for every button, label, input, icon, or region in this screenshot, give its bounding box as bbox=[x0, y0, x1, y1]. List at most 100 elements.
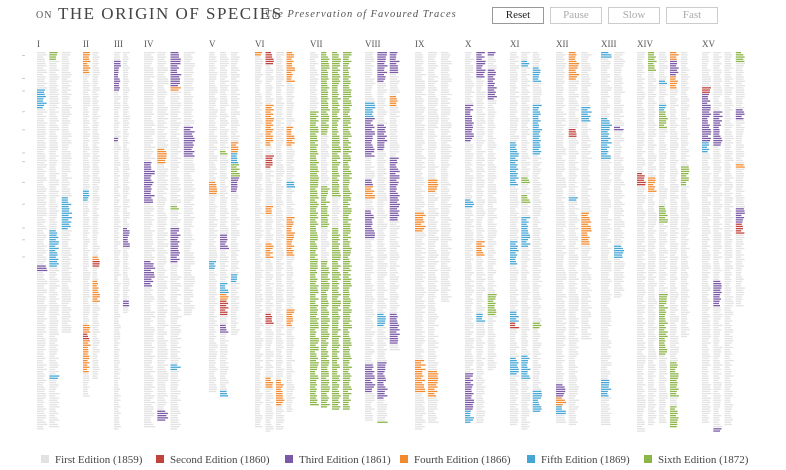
text-line bbox=[343, 146, 352, 148]
text-line bbox=[49, 190, 60, 192]
text-line bbox=[61, 162, 71, 164]
text-line bbox=[415, 203, 426, 206]
text-line bbox=[255, 419, 261, 421]
text-line bbox=[255, 368, 262, 371]
text-line bbox=[37, 399, 44, 401]
button[interactable]: Pause bbox=[550, 7, 602, 24]
text-line bbox=[49, 129, 60, 131]
text-line bbox=[321, 329, 328, 331]
text-line bbox=[114, 406, 121, 408]
text-line bbox=[441, 65, 449, 67]
text-line bbox=[61, 280, 72, 283]
text-line bbox=[220, 199, 227, 201]
text-line bbox=[332, 151, 341, 153]
text-line bbox=[310, 393, 316, 395]
text-line bbox=[183, 272, 191, 274]
text-line bbox=[114, 267, 119, 269]
text-line bbox=[114, 221, 121, 223]
text-line bbox=[510, 118, 519, 120]
text-line bbox=[487, 342, 495, 344]
text-line bbox=[209, 78, 217, 80]
text-line bbox=[476, 388, 484, 390]
text-line bbox=[209, 357, 217, 360]
text-line bbox=[114, 115, 120, 118]
text-line bbox=[183, 168, 195, 170]
text-line bbox=[343, 368, 350, 371]
text-line bbox=[170, 340, 178, 342]
text-line bbox=[114, 368, 121, 371]
text-line bbox=[441, 188, 450, 190]
text-line bbox=[114, 155, 119, 157]
text-line bbox=[255, 375, 260, 377]
text-line bbox=[377, 357, 386, 360]
text-line bbox=[255, 131, 260, 133]
text-line bbox=[487, 153, 496, 155]
text-line bbox=[389, 243, 399, 245]
text-line bbox=[415, 320, 425, 322]
text-line bbox=[114, 153, 119, 155]
text-line bbox=[428, 56, 436, 58]
text-line bbox=[37, 91, 44, 93]
text-line bbox=[114, 278, 118, 280]
text-line bbox=[265, 78, 274, 80]
text-line bbox=[144, 401, 156, 404]
text-line bbox=[321, 186, 328, 188]
text-line bbox=[144, 177, 151, 179]
text-line bbox=[231, 217, 240, 219]
text-line bbox=[365, 140, 372, 142]
text-line bbox=[441, 263, 448, 265]
text-line bbox=[231, 177, 240, 179]
text-line bbox=[37, 371, 44, 373]
text-line bbox=[92, 322, 100, 324]
text-line bbox=[92, 126, 99, 129]
text-line bbox=[220, 115, 229, 118]
text-line bbox=[465, 111, 471, 113]
text-line bbox=[183, 276, 195, 278]
button[interactable]: Slow bbox=[608, 7, 660, 24]
text-line bbox=[276, 164, 283, 166]
text-line bbox=[510, 228, 518, 230]
text-line bbox=[37, 285, 45, 287]
text-line bbox=[61, 54, 71, 56]
text-line bbox=[365, 300, 374, 302]
text-line bbox=[428, 329, 435, 331]
text-line bbox=[415, 278, 423, 280]
text-line bbox=[114, 401, 119, 404]
text-line bbox=[510, 56, 519, 58]
text-line bbox=[49, 318, 58, 320]
text-line bbox=[389, 148, 398, 151]
text-line bbox=[92, 214, 100, 217]
text-line bbox=[231, 219, 240, 221]
text-line bbox=[415, 113, 423, 115]
button[interactable]: Reset bbox=[492, 7, 544, 24]
text-line bbox=[343, 404, 349, 406]
text-line bbox=[209, 278, 216, 280]
text-line bbox=[321, 269, 329, 272]
text-line bbox=[428, 188, 437, 190]
text-line bbox=[123, 80, 130, 82]
text-line bbox=[415, 102, 423, 104]
text-line bbox=[209, 289, 216, 291]
text-line bbox=[209, 162, 215, 164]
text-line bbox=[92, 184, 98, 186]
text-line bbox=[286, 401, 293, 404]
text-line bbox=[365, 60, 375, 63]
text-line bbox=[465, 201, 474, 203]
text-line bbox=[487, 137, 496, 140]
text-line bbox=[144, 140, 154, 142]
text-line bbox=[415, 250, 422, 252]
text-line bbox=[209, 107, 215, 109]
text-line bbox=[265, 175, 274, 177]
text-line bbox=[441, 52, 449, 54]
text-line bbox=[265, 69, 274, 71]
text-line bbox=[123, 60, 128, 63]
button[interactable]: Fast bbox=[666, 7, 718, 24]
text-line bbox=[61, 265, 69, 267]
text-line bbox=[441, 80, 452, 82]
text-line bbox=[92, 311, 98, 313]
text-line bbox=[49, 203, 57, 206]
text-line bbox=[389, 344, 399, 346]
text-line bbox=[123, 245, 130, 247]
text-line bbox=[465, 415, 471, 417]
text-line bbox=[487, 188, 496, 190]
